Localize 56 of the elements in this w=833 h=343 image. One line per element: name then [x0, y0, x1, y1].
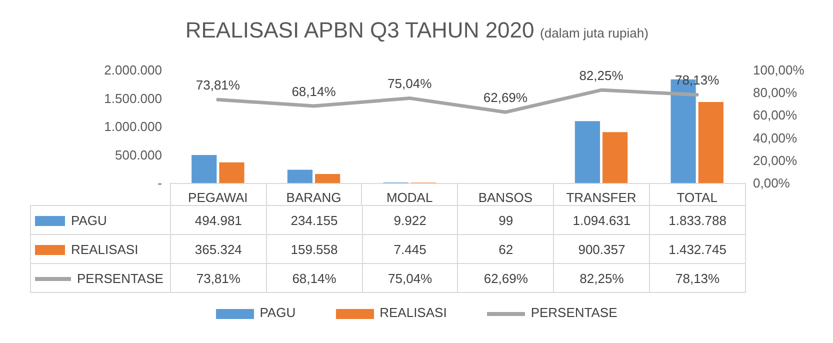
y-tick-label: 1.500.000 [104, 90, 162, 106]
data-label: 62 [458, 234, 554, 264]
text: 73,81% [196, 78, 240, 93]
y-tick-label: - [158, 176, 162, 190]
data-label: 494.981 [170, 206, 266, 234]
bar [287, 170, 312, 183]
data-label: 900.357 [554, 234, 650, 264]
chart-title: REALISASI APBN Q3 TAHUN 2020 [185, 18, 534, 42]
data-label: 78,13% [650, 264, 746, 292]
text: 62,69% [483, 90, 528, 106]
data-label: 1.094.631 [554, 206, 650, 234]
x-tick-label: TOTAL [676, 190, 718, 205]
text: 78,13% [675, 72, 720, 88]
bar [192, 155, 217, 183]
y-tick-label: 2.000.000 [104, 62, 162, 78]
bar [574, 121, 600, 183]
data-label: 365.324 [170, 234, 266, 264]
data-label: 9.922 [362, 206, 458, 234]
y2-tick-label: 80,00% [753, 85, 798, 100]
data-label: 159.558 [266, 234, 362, 264]
text: 82,25% [579, 68, 624, 84]
data-label: 82,25% [554, 264, 650, 292]
x-tick-label: PEGAWAI [188, 190, 248, 205]
x-tick-label: TRANSFER [566, 190, 636, 205]
x-tick-label: BANSOS [478, 190, 533, 205]
text: PAGU [260, 305, 296, 320]
data-label: 7.445 [362, 234, 458, 264]
y-tick-label: 1.000.000 [104, 119, 162, 134]
legend-label: REALISASI [71, 242, 138, 256]
data-label: 68,14% [266, 264, 362, 292]
legend-label: PERSENTASE [77, 270, 164, 286]
data-label: 62,69% [458, 264, 554, 292]
text: REALISASI [380, 305, 447, 320]
y2-tick-label: 100,00% [753, 62, 805, 78]
data-label: 75,04% [362, 264, 458, 292]
bar [602, 132, 628, 183]
y-tick-label: 500.000 [115, 147, 162, 162]
bar [315, 174, 340, 183]
data-label: 99 [458, 206, 554, 234]
bar [698, 102, 724, 183]
legend-label: PAGU [71, 212, 107, 228]
x-tick-label: BARANG [286, 190, 342, 205]
data-label: 1.432.745 [650, 234, 746, 264]
chart-subtitle: (dalam juta rupiah) [540, 26, 648, 40]
data-label: 73,81% [170, 264, 266, 292]
text: PERSENTASE [530, 305, 618, 320]
text: 68,14% [292, 84, 336, 99]
y2-tick-label: 20,00% [753, 152, 798, 168]
y2-tick-label: 0,00% [753, 176, 790, 190]
bar [219, 162, 244, 183]
text: 75,04% [388, 76, 432, 92]
data-label: 1.833.788 [650, 206, 746, 234]
x-tick-label: MODAL [386, 190, 433, 205]
data-label: 234.155 [266, 206, 362, 234]
y2-tick-label: 60,00% [753, 108, 798, 123]
y2-tick-label: 40,00% [753, 130, 798, 146]
